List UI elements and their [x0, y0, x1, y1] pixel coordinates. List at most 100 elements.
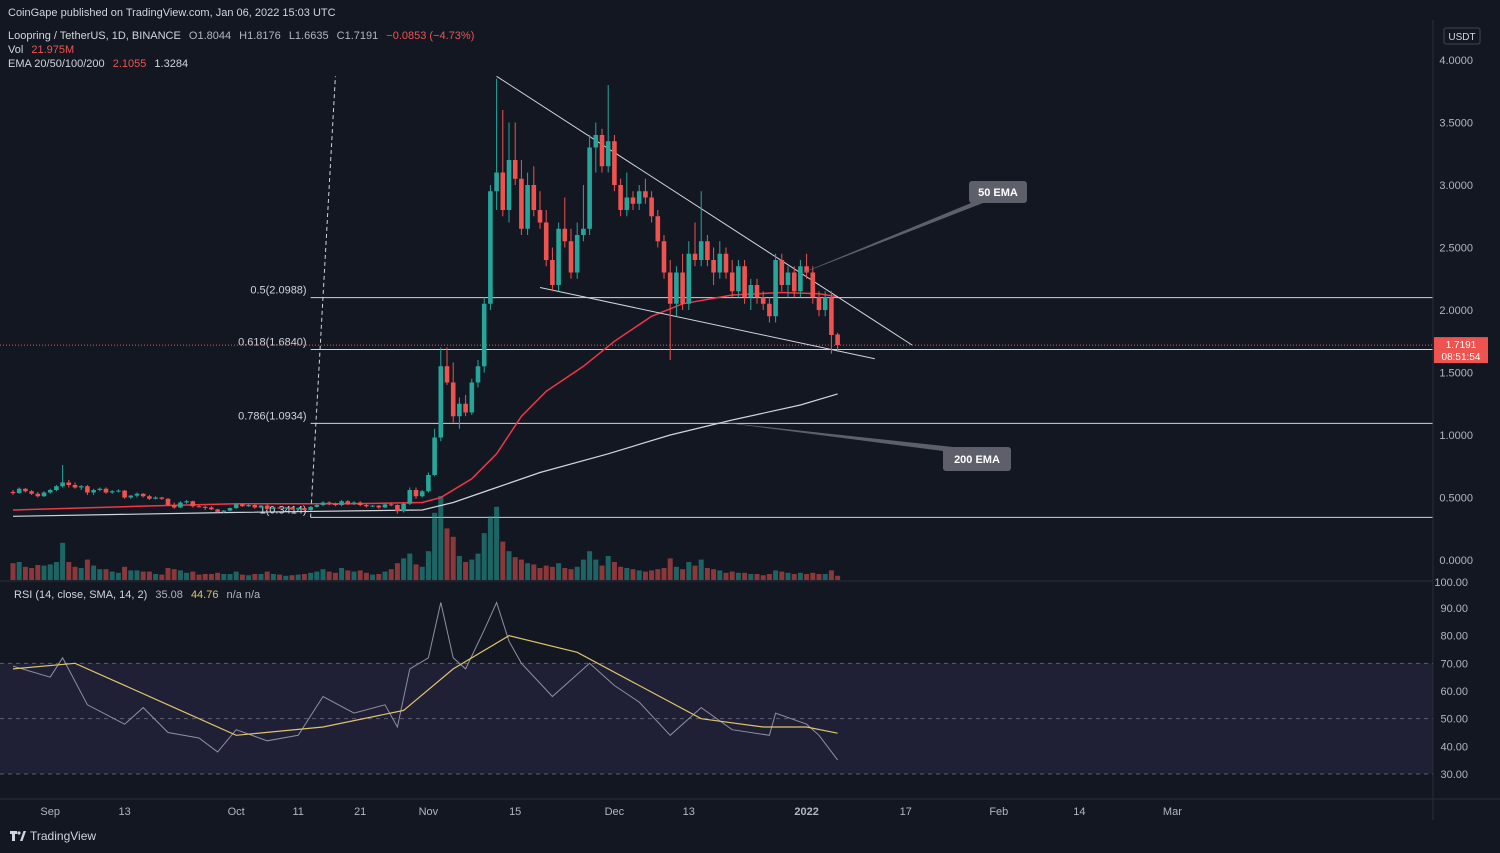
volume-bar [680, 569, 686, 580]
candle-body [140, 493, 146, 497]
volume-bar [159, 574, 165, 580]
candle-body [16, 488, 22, 494]
candle-body [85, 486, 90, 493]
candle-body [333, 503, 338, 505]
volume-bar [419, 566, 425, 580]
volume-bar [177, 570, 183, 580]
volume-bar [35, 565, 41, 580]
volume-bar [766, 574, 772, 580]
price-tick-label: 0.0000 [1439, 555, 1473, 567]
candle-body [574, 235, 580, 273]
candle-body [395, 505, 400, 512]
ema200-callout-pointer [713, 421, 953, 451]
candle-body [264, 505, 270, 509]
fib-levels: 0.5(2.0988) 0.618(1.6840) 0.786(1.0934) 1(0… [0, 285, 1433, 518]
candle-body [767, 303, 772, 317]
candle-body [302, 508, 307, 510]
volume-bar [630, 569, 636, 580]
ema50-callout-pointer [788, 203, 983, 279]
volume-bar [667, 558, 673, 580]
candle-body [729, 272, 735, 292]
volume-bar [345, 570, 351, 580]
candle-body [357, 502, 363, 505]
volume-bar [797, 572, 803, 580]
price-badge-countdown: 08:51:54 [1442, 352, 1481, 363]
rsi-tick-label: 60.00 [1440, 686, 1468, 698]
rsi-tick-label: 80.00 [1440, 631, 1468, 643]
volume-bar [469, 559, 475, 580]
candle-body [674, 272, 679, 304]
time-tick-label: 2022 [794, 806, 818, 818]
volume-bar [804, 574, 810, 580]
volume-bar [611, 562, 617, 580]
volume-bar [779, 571, 785, 580]
candle-body [711, 260, 716, 273]
footer-brand[interactable]: TradingView [10, 829, 96, 843]
volume-bar [363, 572, 369, 580]
volume-bar [376, 574, 382, 580]
candle-body [23, 488, 28, 492]
candle-body [748, 285, 754, 298]
volume-bar [828, 570, 834, 580]
candle-body [382, 504, 388, 508]
candle-body [419, 491, 425, 497]
candle-body [252, 505, 258, 508]
rsi-extra: n/a n/a [226, 589, 261, 601]
volume-bar [673, 566, 679, 580]
volume-bar [692, 565, 698, 580]
candle-body [134, 493, 140, 496]
volume-bar [537, 568, 543, 580]
candle-body [618, 185, 623, 210]
support-trendline [539, 287, 875, 360]
volume-bar [134, 570, 140, 580]
candle-body [184, 501, 189, 503]
candle-body [10, 491, 16, 494]
candle-body [246, 505, 251, 507]
candle-body [376, 505, 382, 508]
candle-body [469, 382, 475, 413]
volume-bar [388, 569, 394, 580]
candle-body [215, 509, 220, 512]
volume-bar [221, 574, 227, 580]
candle-body [798, 266, 803, 292]
candle-body [444, 366, 450, 383]
volume-bar [543, 565, 549, 580]
price-tick-label: 2.0000 [1439, 305, 1473, 317]
volume-bar [432, 512, 438, 580]
candle-body [190, 501, 196, 507]
candle-body [29, 491, 34, 494]
candle-body [432, 437, 437, 475]
candle-body [66, 482, 72, 485]
change-value: −0.0853 (−4.73%) [386, 30, 475, 42]
fib-level-label: 0.786(1.0934) [238, 410, 307, 422]
volume-bar [593, 559, 599, 580]
volume-bar [791, 574, 797, 580]
volume-bar [78, 568, 84, 580]
price-tick-label: 1.0000 [1439, 430, 1473, 442]
volume-bar [481, 533, 487, 580]
candle-body [543, 222, 549, 260]
candle-body [661, 241, 667, 273]
candle-body [41, 492, 47, 497]
candle-body [667, 272, 673, 304]
candle-body [512, 160, 518, 179]
volume-bar [128, 570, 134, 580]
candle-body [754, 285, 760, 298]
candle-body [370, 505, 375, 507]
time-tick-label: 15 [509, 806, 521, 818]
volume-bar [258, 574, 264, 580]
candle-body [525, 185, 530, 229]
open-value: O1.8044 [188, 30, 232, 42]
candle-body [810, 272, 816, 298]
high-value: H1.8176 [239, 30, 281, 42]
volume-bar [190, 571, 196, 580]
candle-body [630, 197, 636, 204]
candle-body [742, 266, 747, 298]
candle-body [153, 497, 158, 499]
candle-body [320, 502, 326, 505]
volume-bar [531, 564, 537, 580]
candle-body [308, 506, 313, 510]
publisher-line: CoinGape published on TradingView.com, J… [8, 7, 336, 19]
candle-body [463, 403, 468, 413]
